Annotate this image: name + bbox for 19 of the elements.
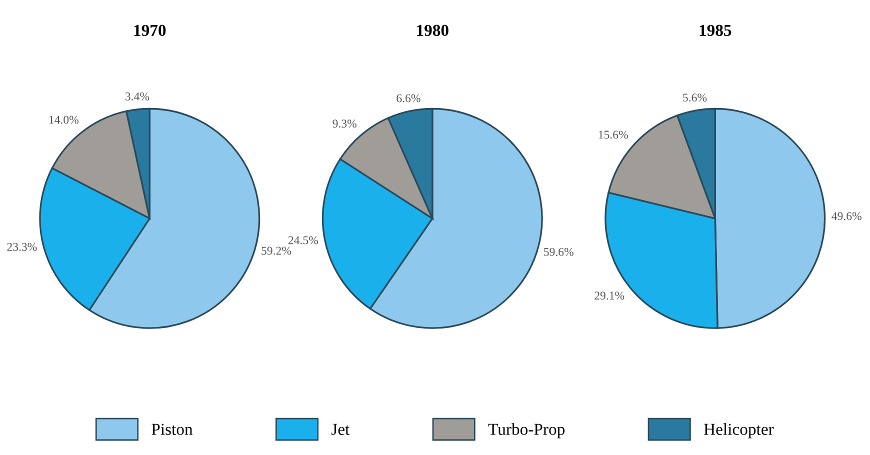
data-label: 3.4% — [126, 92, 150, 100]
chart-title: 1985 — [700, 24, 732, 36]
data-label: 49.6% — [832, 212, 862, 220]
legend-label: Jet — [332, 424, 350, 435]
data-label: 59.2% — [262, 246, 292, 255]
data-label: 24.5% — [288, 236, 318, 244]
legend-label: Turbo-Prop — [488, 423, 565, 438]
legend-label: Piston — [152, 424, 193, 435]
data-label: 15.6% — [598, 130, 628, 139]
legend-label: Helicopter — [704, 423, 774, 438]
data-label: 29.1% — [594, 292, 624, 300]
data-label: 59.6% — [544, 248, 574, 256]
data-label: 14.0% — [49, 116, 79, 124]
chart-title: 1970 — [134, 24, 166, 36]
data-label: 5.6% — [683, 94, 707, 102]
data-label: 6.6% — [396, 94, 420, 102]
data-label: 23.3% — [7, 242, 37, 251]
data-label: 9.3% — [332, 120, 356, 128]
chart-title: 1980 — [417, 24, 448, 36]
